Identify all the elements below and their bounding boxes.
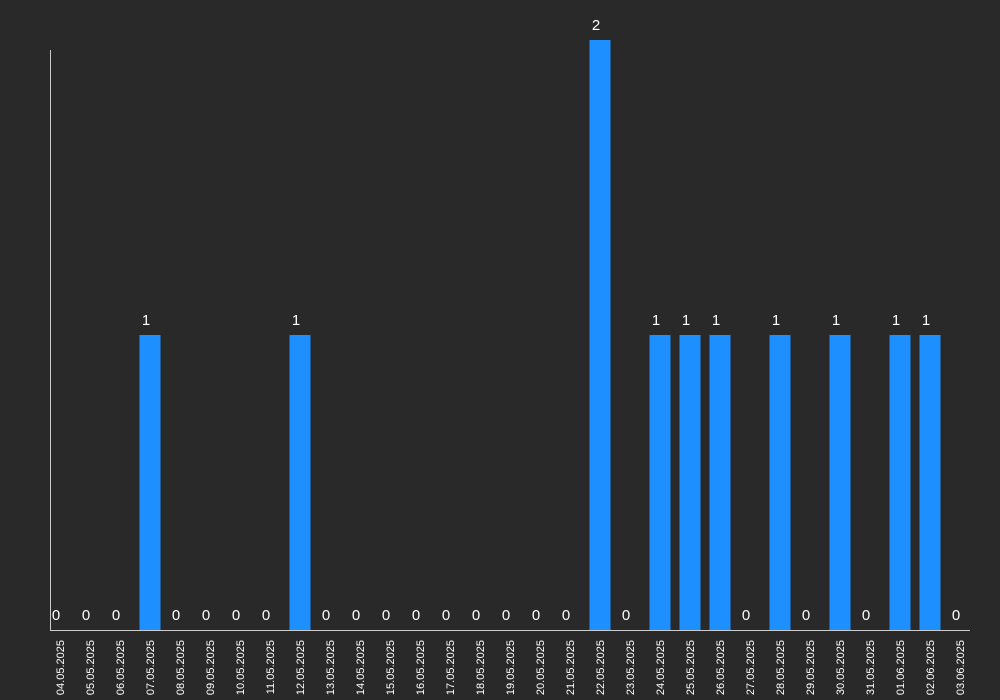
value-label-17.05.2025: 0 — [442, 607, 450, 624]
value-label-19.05.2025: 0 — [502, 607, 510, 624]
x-tick-label-31.05.2025: 31.05.2025 — [865, 640, 877, 695]
value-label-16.05.2025: 0 — [412, 607, 420, 624]
x-tick-labels-group: 04.05.2025 05.05.2025 06.05.2025 07.05.2025… — [55, 640, 967, 695]
value-label-22.05.2025: 2 — [592, 17, 600, 34]
x-tick-label-25.05.2025: 25.05.2025 — [685, 640, 697, 695]
x-tick-label-05.05.2025: 05.05.2025 — [85, 640, 97, 695]
x-tick-label-28.05.2025: 28.05.2025 — [775, 640, 787, 695]
value-label-10.05.2025: 0 — [232, 607, 240, 624]
x-tick-label-04.05.2025: 04.05.2025 — [55, 640, 67, 695]
value-label-02.06.2025: 1 — [922, 312, 930, 329]
x-tick-label-29.05.2025: 29.05.2025 — [805, 640, 817, 695]
bars-group — [139, 40, 941, 630]
value-label-03.06.2025: 0 — [952, 607, 960, 624]
x-tick-label-18.05.2025: 18.05.2025 — [475, 640, 487, 695]
x-tick-label-14.05.2025: 14.05.2025 — [355, 640, 367, 695]
x-tick-label-30.05.2025: 30.05.2025 — [835, 640, 847, 695]
value-label-01.06.2025: 1 — [892, 312, 900, 329]
value-label-31.05.2025: 0 — [862, 607, 870, 624]
x-tick-label-17.05.2025: 17.05.2025 — [445, 640, 457, 695]
value-label-08.05.2025: 0 — [172, 607, 180, 624]
x-tick-label-07.05.2025: 07.05.2025 — [145, 640, 157, 695]
x-tick-label-01.06.2025: 01.06.2025 — [895, 640, 907, 695]
x-tick-label-27.05.2025: 27.05.2025 — [745, 640, 757, 695]
value-label-20.05.2025: 0 — [532, 607, 540, 624]
value-label-14.05.2025: 0 — [352, 607, 360, 624]
value-label-05.05.2025: 0 — [82, 607, 90, 624]
x-tick-label-06.05.2025: 06.05.2025 — [115, 640, 127, 695]
value-label-15.05.2025: 0 — [382, 607, 390, 624]
bar-02.06.2025 — [919, 335, 941, 630]
value-label-27.05.2025: 0 — [742, 607, 750, 624]
bar-24.05.2025 — [649, 335, 671, 630]
bar-22.05.2025 — [589, 40, 611, 630]
bar-01.06.2025 — [889, 335, 911, 630]
value-label-06.05.2025: 0 — [112, 607, 120, 624]
x-tick-label-09.05.2025: 09.05.2025 — [205, 640, 217, 695]
x-tick-label-19.05.2025: 19.05.2025 — [505, 640, 517, 695]
x-tick-label-23.05.2025: 23.05.2025 — [625, 640, 637, 695]
value-label-25.05.2025: 1 — [682, 312, 690, 329]
value-label-30.05.2025: 1 — [832, 312, 840, 329]
value-label-09.05.2025: 0 — [202, 607, 210, 624]
x-tick-label-26.05.2025: 26.05.2025 — [715, 640, 727, 695]
x-tick-label-03.06.2025: 03.06.2025 — [955, 640, 967, 695]
x-tick-label-11.05.2025: 11.05.2025 — [265, 640, 277, 694]
value-label-11.05.2025: 0 — [262, 607, 270, 624]
value-label-21.05.2025: 0 — [562, 607, 570, 624]
x-tick-label-10.05.2025: 10.05.2025 — [235, 640, 247, 695]
x-tick-label-24.05.2025: 24.05.2025 — [655, 640, 667, 695]
x-tick-label-12.05.2025: 12.05.2025 — [295, 640, 307, 695]
x-tick-label-15.05.2025: 15.05.2025 — [385, 640, 397, 695]
bar-26.05.2025 — [709, 335, 731, 630]
value-label-07.05.2025: 1 — [142, 312, 150, 329]
x-tick-label-16.05.2025: 16.05.2025 — [415, 640, 427, 695]
value-labels-group: 0 0 0 1 0 0 0 0 1 0 0 0 0 0 0 0 0 0 2 0 1 1 1 0 1 0 1 0 1 1 0 — [52, 17, 960, 624]
x-tick-label-21.05.2025: 21.05.2025 — [565, 640, 577, 695]
value-label-18.05.2025: 0 — [472, 607, 480, 624]
value-label-23.05.2025: 0 — [622, 607, 630, 624]
bar-28.05.2025 — [769, 335, 791, 630]
value-label-24.05.2025: 1 — [652, 312, 660, 329]
x-tick-label-20.05.2025: 20.05.2025 — [535, 640, 547, 695]
bar-07.05.2025 — [139, 335, 161, 630]
x-tick-label-13.05.2025: 13.05.2025 — [325, 640, 337, 695]
x-tick-label-22.05.2025: 22.05.2025 — [595, 640, 607, 695]
value-label-28.05.2025: 1 — [772, 312, 780, 329]
value-label-12.05.2025: 1 — [292, 312, 300, 329]
value-label-04.05.2025: 0 — [52, 607, 60, 624]
value-label-13.05.2025: 0 — [322, 607, 330, 624]
bar-30.05.2025 — [829, 335, 851, 630]
bar-25.05.2025 — [679, 335, 701, 630]
x-tick-label-02.06.2025: 02.06.2025 — [925, 640, 937, 695]
bar-12.05.2025 — [289, 335, 311, 630]
value-label-26.05.2025: 1 — [712, 312, 720, 329]
value-label-29.05.2025: 0 — [802, 607, 810, 624]
x-tick-label-08.05.2025: 08.05.2025 — [175, 640, 187, 695]
